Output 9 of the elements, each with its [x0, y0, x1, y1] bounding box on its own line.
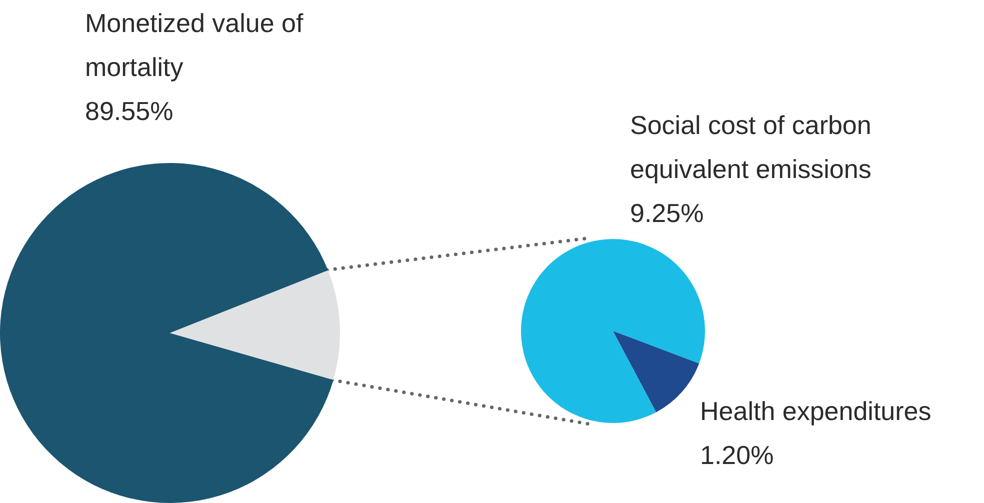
data-label: 89.55% — [85, 96, 174, 126]
slice-label: Health expenditures — [700, 396, 932, 426]
data-label: 9.25% — [630, 198, 704, 228]
pie-slice — [170, 270, 340, 380]
slice-label: Monetized value of mortality — [85, 8, 304, 82]
data-label: 1.20% — [700, 440, 774, 470]
pie-slice — [0, 163, 334, 503]
pie-slice — [613, 331, 700, 412]
slice-label: Social cost of carbon equivalent emissions — [630, 110, 872, 184]
